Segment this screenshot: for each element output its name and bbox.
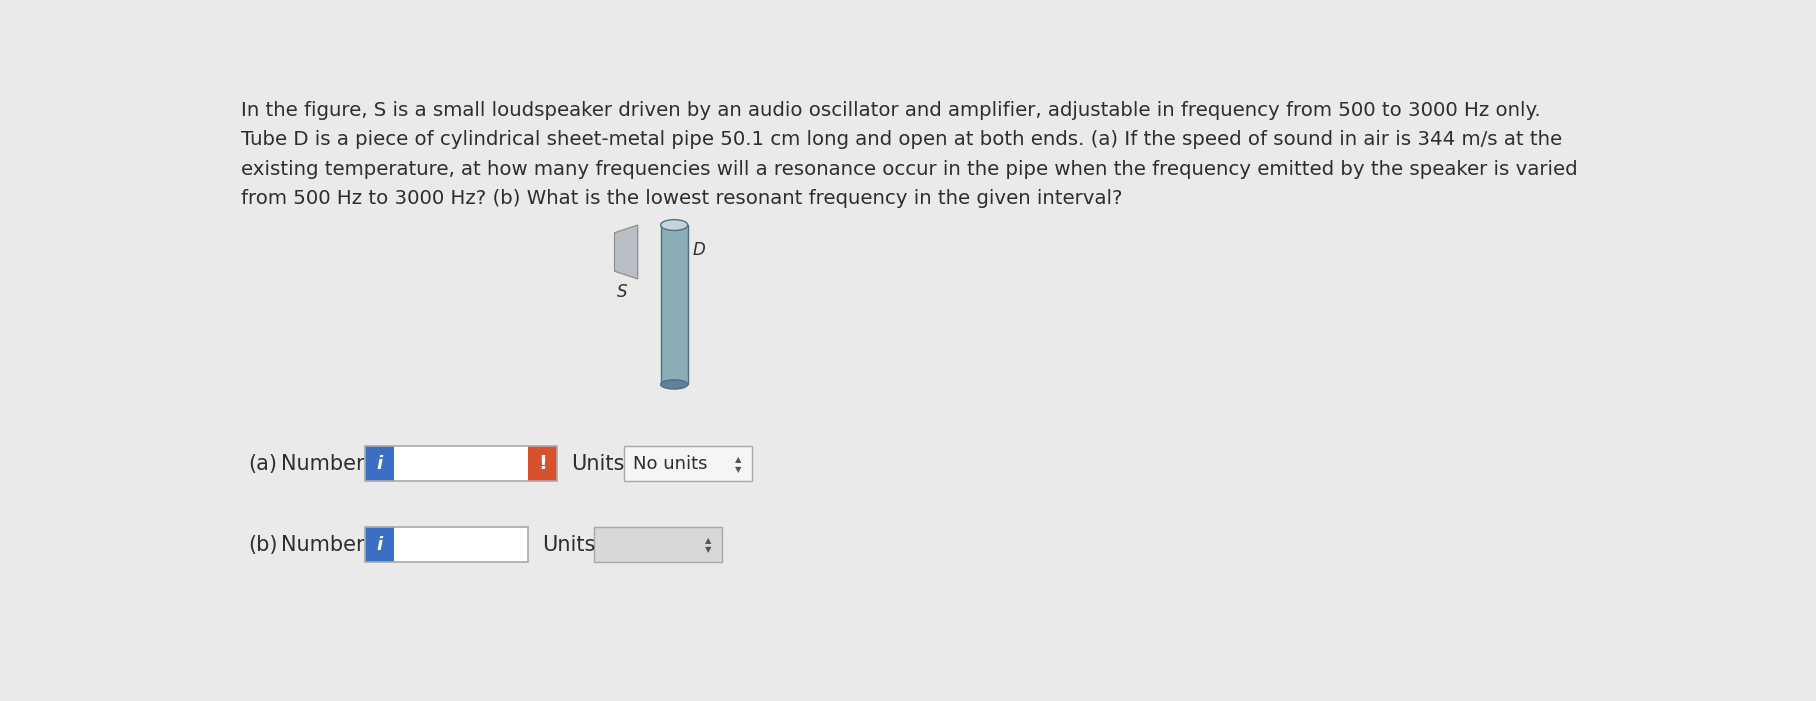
Text: ▲: ▲	[734, 456, 741, 464]
Text: Units: Units	[570, 454, 625, 474]
FancyBboxPatch shape	[625, 446, 752, 482]
Text: (a): (a)	[249, 454, 278, 474]
Ellipse shape	[661, 380, 688, 389]
Text: Number: Number	[281, 535, 365, 554]
Text: S: S	[617, 283, 628, 301]
Text: i: i	[376, 536, 383, 554]
Text: ▼: ▼	[734, 465, 741, 474]
FancyBboxPatch shape	[528, 446, 558, 482]
FancyBboxPatch shape	[594, 527, 723, 562]
Text: existing temperature, at how many frequencies will a resonance occur in the pipe: existing temperature, at how many freque…	[242, 160, 1578, 179]
FancyBboxPatch shape	[661, 225, 688, 384]
Text: Units: Units	[541, 535, 596, 554]
Text: No units: No units	[634, 455, 708, 472]
Text: from 500 Hz to 3000 Hz? (b) What is the lowest resonant frequency in the given i: from 500 Hz to 3000 Hz? (b) What is the …	[242, 189, 1122, 207]
Text: D: D	[692, 240, 705, 259]
Text: (b): (b)	[249, 535, 278, 554]
Polygon shape	[614, 225, 637, 279]
Text: Tube D is a piece of cylindrical sheet-metal pipe 50.1 cm long and open at both : Tube D is a piece of cylindrical sheet-m…	[242, 130, 1562, 149]
FancyBboxPatch shape	[394, 446, 528, 482]
Text: i: i	[376, 455, 383, 472]
Text: Number: Number	[281, 454, 365, 474]
Text: In the figure, S is a small loudspeaker driven by an audio oscillator and amplif: In the figure, S is a small loudspeaker …	[242, 101, 1540, 120]
Text: ▼: ▼	[705, 545, 712, 554]
FancyBboxPatch shape	[365, 446, 394, 482]
FancyBboxPatch shape	[365, 527, 394, 562]
Text: ▲: ▲	[705, 536, 712, 545]
Text: !: !	[538, 454, 547, 473]
Ellipse shape	[661, 219, 688, 231]
FancyBboxPatch shape	[394, 527, 528, 562]
